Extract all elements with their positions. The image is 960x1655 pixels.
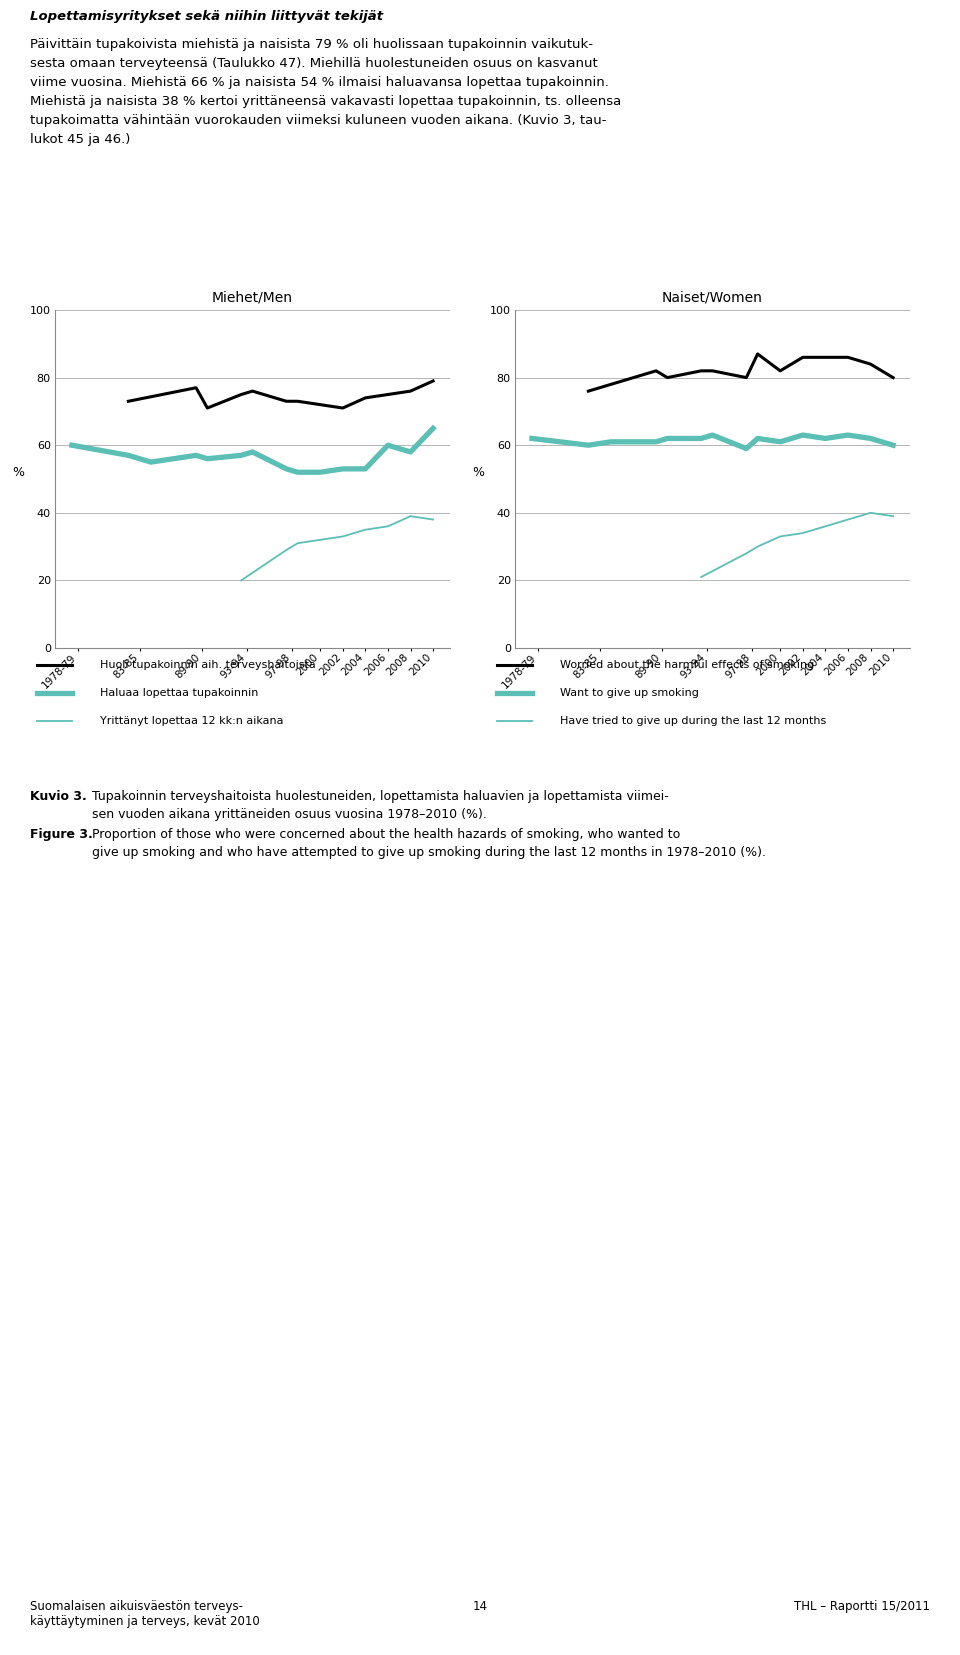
Text: Yrittänyt lopettaa 12 kk:n aikana: Yrittänyt lopettaa 12 kk:n aikana xyxy=(100,717,283,727)
Text: Huoli tupakoinnin aih. terveyshaitoista: Huoli tupakoinnin aih. terveyshaitoista xyxy=(100,660,316,670)
Text: Haluaa lopettaa tupakoinnin: Haluaa lopettaa tupakoinnin xyxy=(100,688,258,698)
Text: Tupakoinnin terveyshaitoista huolestuneiden, lopettamista haluavien ja lopettami: Tupakoinnin terveyshaitoista huolestunei… xyxy=(92,789,669,803)
Text: Päivittäin tupakoivista miehistä ja naisista 79 % oli huolissaan tupakoinnin vai: Päivittäin tupakoivista miehistä ja nais… xyxy=(30,38,593,51)
Text: Want to give up smoking: Want to give up smoking xyxy=(560,688,699,698)
Text: Kuvio 3.: Kuvio 3. xyxy=(30,789,86,803)
Text: Proportion of those who were concerned about the health hazards of smoking, who : Proportion of those who were concerned a… xyxy=(92,828,681,841)
Text: 14: 14 xyxy=(472,1600,488,1614)
Text: sesta omaan terveyteensä (Taulukko 47). Miehillä huolestuneiden osuus on kasvanu: sesta omaan terveyteensä (Taulukko 47). … xyxy=(30,56,598,70)
Y-axis label: %: % xyxy=(472,467,485,478)
Text: Have tried to give up during the last 12 months: Have tried to give up during the last 12… xyxy=(560,717,827,727)
Title: Miehet/Men: Miehet/Men xyxy=(212,291,293,305)
Text: Worried about the harmful effects of smoking: Worried about the harmful effects of smo… xyxy=(560,660,814,670)
Text: tupakoimatta vähintään vuorokauden viimeksi kuluneen vuoden aikana. (Kuvio 3, ta: tupakoimatta vähintään vuorokauden viime… xyxy=(30,114,607,127)
Text: THL – Raportti 15/2011: THL – Raportti 15/2011 xyxy=(794,1600,930,1614)
Text: viime vuosina. Miehistä 66 % ja naisista 54 % ilmaisi haluavansa lopettaa tupako: viime vuosina. Miehistä 66 % ja naisista… xyxy=(30,76,609,89)
Y-axis label: %: % xyxy=(12,467,25,478)
Text: Suomalaisen aikuisväestön terveys-
käyttäytyminen ja terveys, kevät 2010: Suomalaisen aikuisväestön terveys- käytt… xyxy=(30,1600,260,1629)
Text: Miehistä ja naisista 38 % kertoi yrittäneensä vakavasti lopettaa tupakoinnin, ts: Miehistä ja naisista 38 % kertoi yrittän… xyxy=(30,94,621,108)
Text: give up smoking and who have attempted to give up smoking during the last 12 mon: give up smoking and who have attempted t… xyxy=(92,846,766,859)
Text: Lopettamisyritykset sekä niihin liittyvät tekijät: Lopettamisyritykset sekä niihin liittyvä… xyxy=(30,10,383,23)
Text: lukot 45 ja 46.): lukot 45 ja 46.) xyxy=(30,132,131,146)
Text: sen vuoden aikana yrittäneiden osuus vuosina 1978–2010 (%).: sen vuoden aikana yrittäneiden osuus vuo… xyxy=(92,808,487,821)
Text: Figure 3.: Figure 3. xyxy=(30,828,93,841)
Title: Naiset/Women: Naiset/Women xyxy=(662,291,763,305)
